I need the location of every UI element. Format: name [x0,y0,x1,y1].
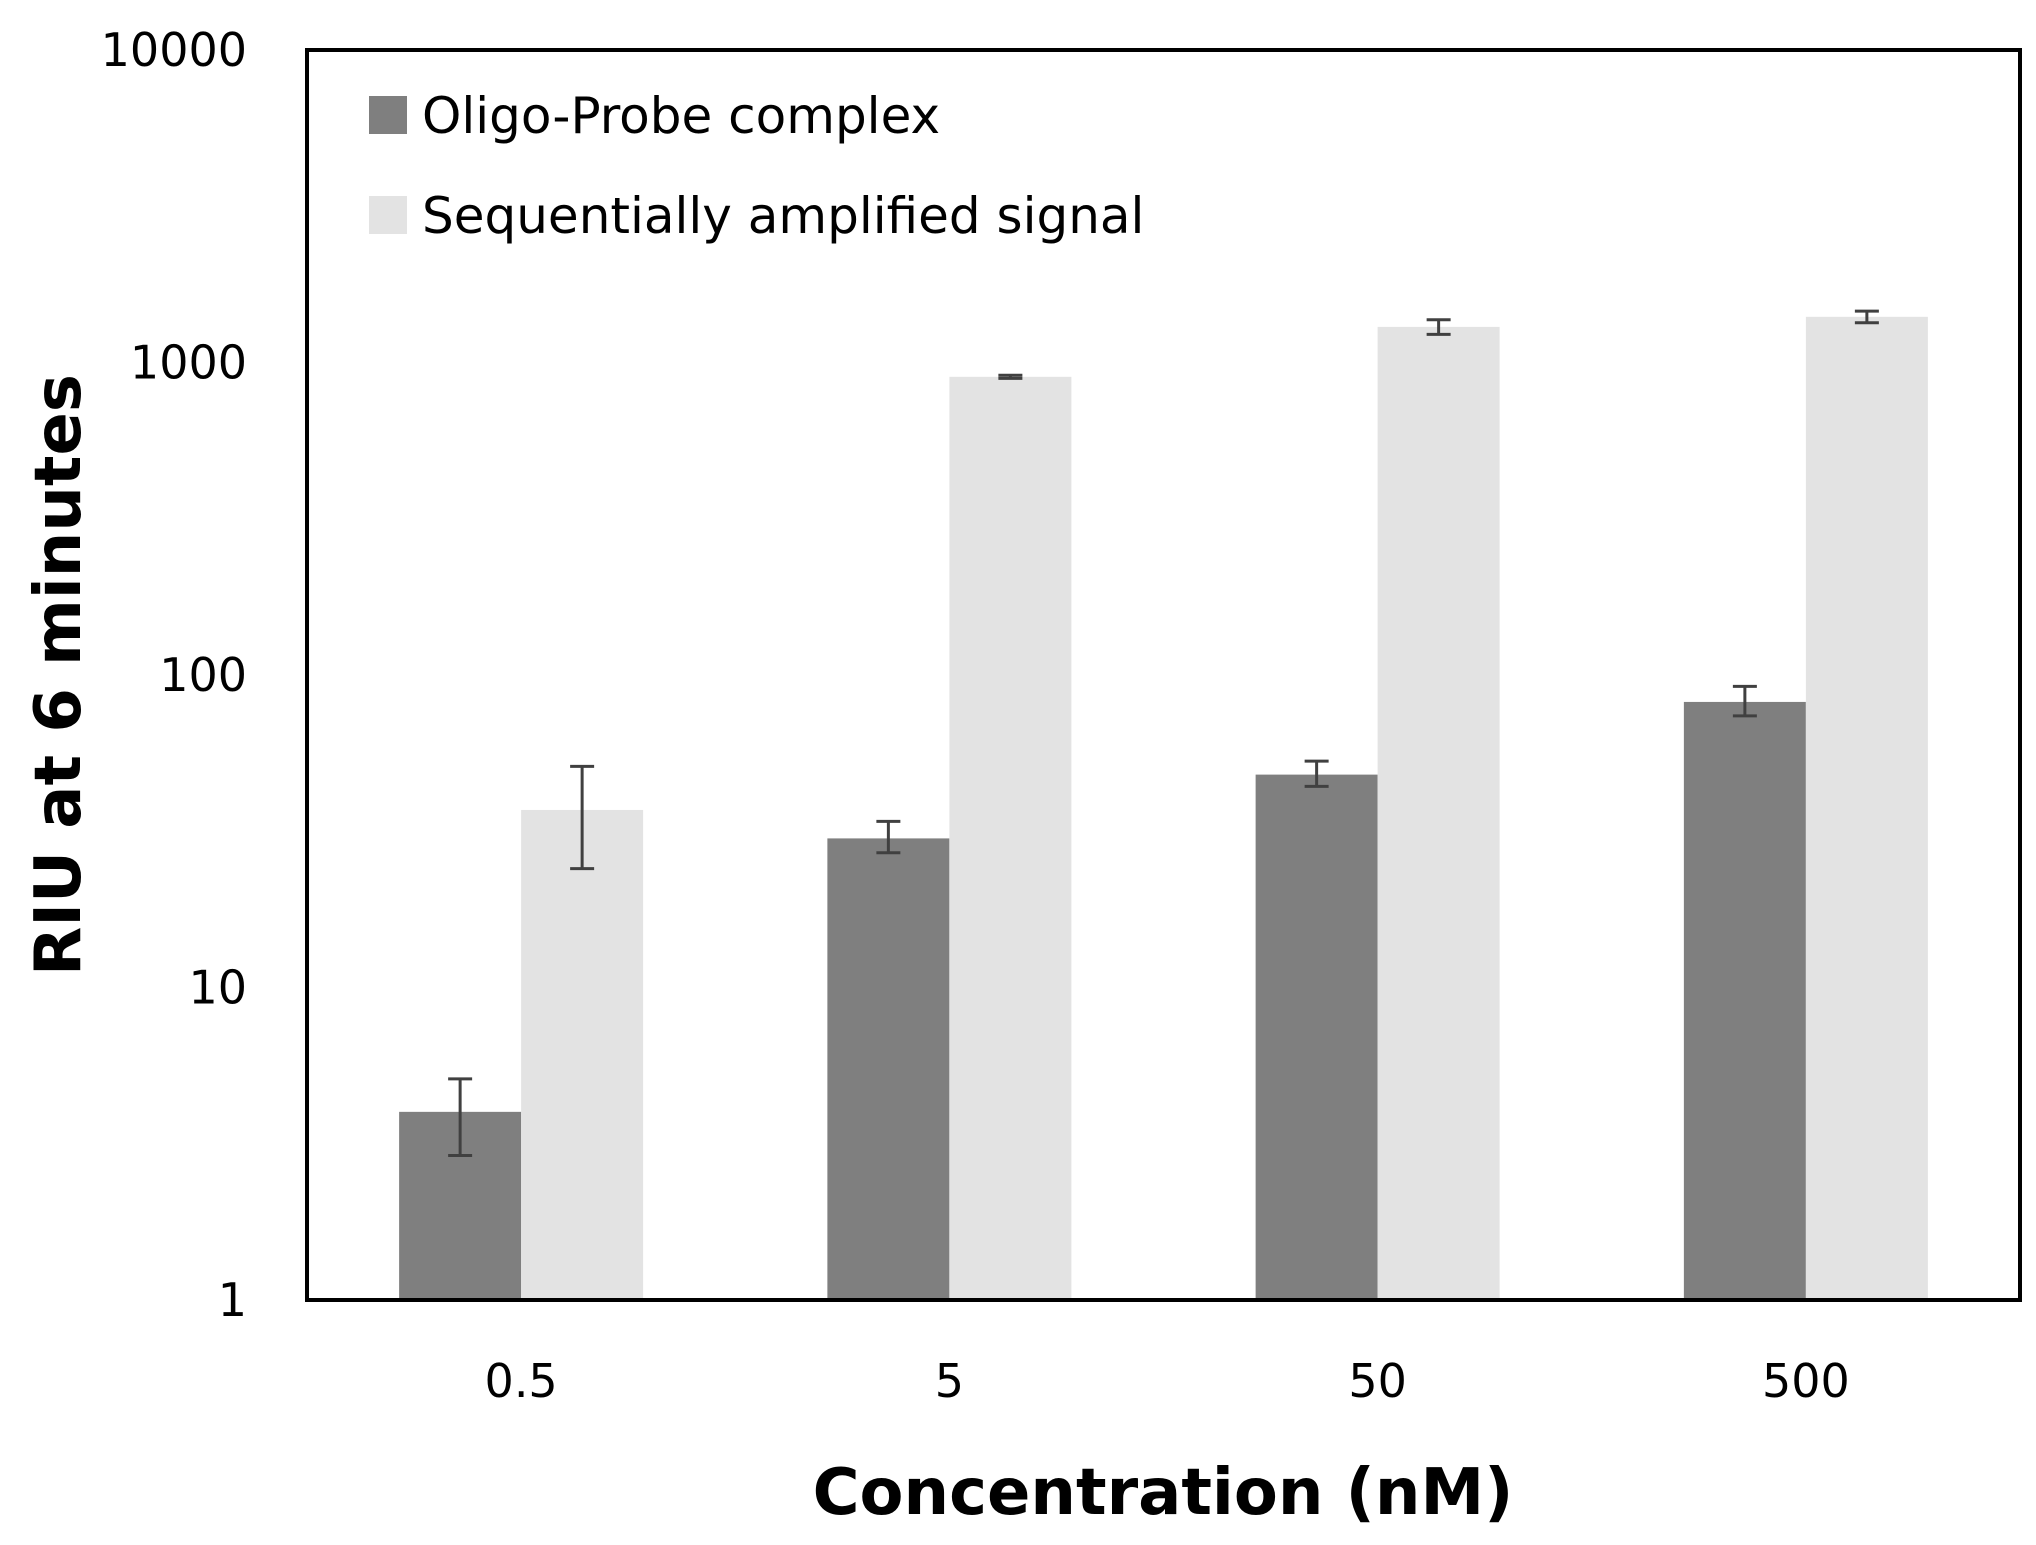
bars-layer [399,316,1928,1301]
x-tick-labels: 0.5 5 50 500 [485,1354,1850,1408]
error-bar-oligo-probe-50 [1304,759,1329,788]
bar-sequential-50 [1377,326,1500,1300]
y-tick-label-10: 10 [188,961,247,1015]
legend-label-sequential: Sequentially amplified signal [422,187,1144,245]
bar-sequential-500 [1805,316,1928,1301]
legend-swatch-oligo-probe [369,96,407,134]
error-bars-layer [448,309,1879,1158]
bar-sequential-0.5 [521,809,644,1300]
error-bar-oligo-probe-0.5 [448,1077,473,1158]
error-bar-sequential-5 [998,373,1023,380]
y-tick-label-1000: 1000 [130,336,247,390]
y-tick-label-1: 1 [218,1273,247,1327]
y-tick-label-10000: 10000 [101,23,247,77]
x-axis-title: Concentration (nM) [813,1456,1514,1530]
error-bar-oligo-probe-5 [876,819,901,855]
x-tick-label-500: 500 [1762,1354,1850,1408]
bar-oligo-probe-50 [1255,774,1378,1300]
bar-oligo-probe-500 [1683,701,1806,1300]
error-bar-sequential-500 [1854,309,1879,325]
bar-oligo-probe-5 [827,838,950,1300]
y-tick-labels: 1 10 100 1000 10000 [101,23,247,1327]
y-axis-title: RIU at 6 minutes [22,374,96,976]
y-tick-label-100: 100 [159,648,247,702]
legend: Oligo-Probe complex Sequentially amplifi… [369,87,1144,245]
plot-frame [305,48,2022,1302]
error-bar-sequential-0.5 [570,764,595,871]
legend-label-oligo-probe: Oligo-Probe complex [422,87,940,145]
error-bar-sequential-50 [1426,318,1451,336]
bar-sequential-5 [949,376,1072,1301]
x-tick-label-0.5: 0.5 [485,1354,558,1408]
legend-swatch-sequential [369,196,407,234]
x-tick-label-5: 5 [935,1354,964,1408]
error-bar-oligo-probe-500 [1732,684,1757,718]
x-tick-label-50: 50 [1348,1354,1407,1408]
